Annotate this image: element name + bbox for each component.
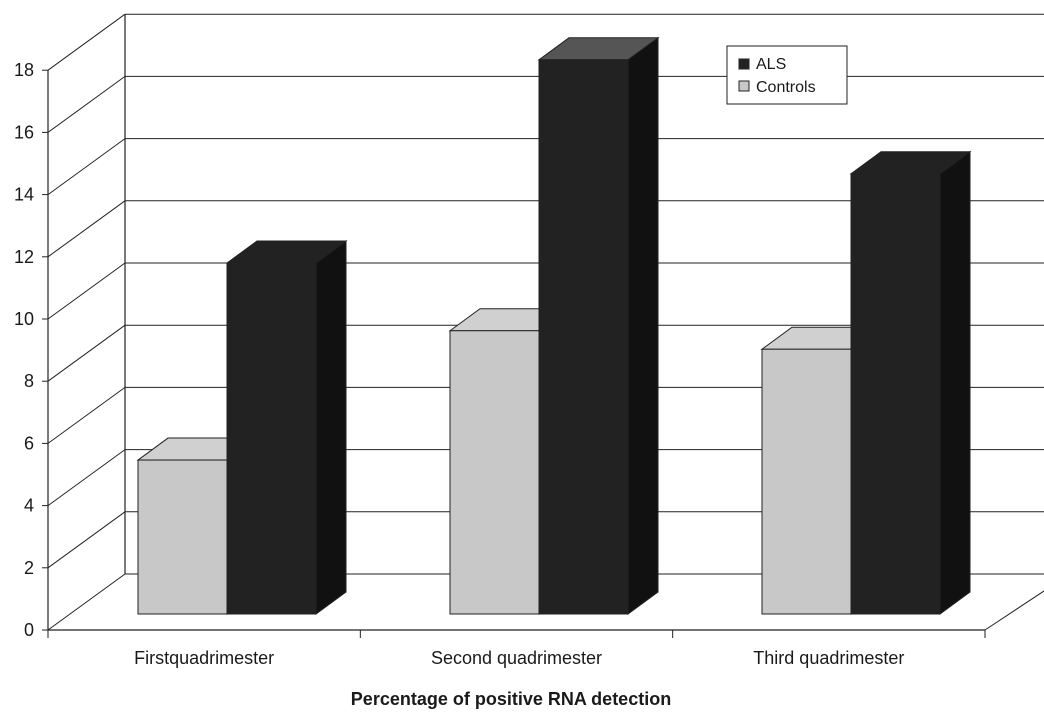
legend-label-als: ALS <box>756 56 786 73</box>
side-gridline <box>47 138 126 196</box>
bar-front <box>137 459 228 615</box>
side-gridline <box>47 573 126 631</box>
floor-right-edge <box>984 590 1044 631</box>
x-category-label: Second quadrimester <box>431 648 602 668</box>
side-gridline <box>47 449 126 507</box>
side-gridline <box>47 324 126 382</box>
x-category-label: Third quadrimester <box>753 648 904 668</box>
bar-side <box>939 150 971 615</box>
bar-als-1 <box>537 36 660 615</box>
category-labels: Firstquadrimester Second quadrimester Thir… <box>134 648 904 668</box>
bar-front <box>449 330 540 615</box>
bar-als-2 <box>849 150 972 615</box>
legend-swatch-als <box>738 58 750 70</box>
bar-front <box>850 173 941 615</box>
side-gridline <box>47 200 126 258</box>
y-tick-label: 18 <box>14 60 34 80</box>
y-tick-label: 8 <box>24 371 34 391</box>
x-axis-title: Percentage of positive RNA detection <box>351 689 671 709</box>
bars <box>136 36 972 615</box>
side-gridline <box>47 386 126 444</box>
bar-als-0 <box>225 240 348 615</box>
bar-side <box>315 240 347 615</box>
y-tick-label: 2 <box>24 558 34 578</box>
side-gridline <box>47 511 126 569</box>
bar-front <box>226 262 317 615</box>
legend: ALS Controls <box>726 45 848 105</box>
legend-box <box>726 45 848 105</box>
bar-side <box>627 36 659 615</box>
x-category-label: Firstquadrimester <box>134 648 274 668</box>
y-tick-label: 0 <box>24 620 34 640</box>
y-tick-label: 16 <box>14 122 34 142</box>
y-tick-label: 14 <box>14 185 34 205</box>
axes <box>42 14 1044 638</box>
legend-swatch-controls <box>738 80 750 92</box>
y-tick-label: 10 <box>14 309 34 329</box>
bar-front <box>761 348 852 615</box>
side-gridline <box>47 262 126 320</box>
y-tick-label: 12 <box>14 247 34 267</box>
legend-label-controls: Controls <box>756 79 816 96</box>
side-gridline <box>47 75 126 133</box>
y-tick-label: 6 <box>24 433 34 453</box>
side-gridline <box>47 13 126 71</box>
y-tick-labels: 0 2 4 6 8 10 12 14 16 18 <box>14 60 34 640</box>
y-tick-label: 4 <box>24 496 34 516</box>
bar-front <box>538 59 629 615</box>
